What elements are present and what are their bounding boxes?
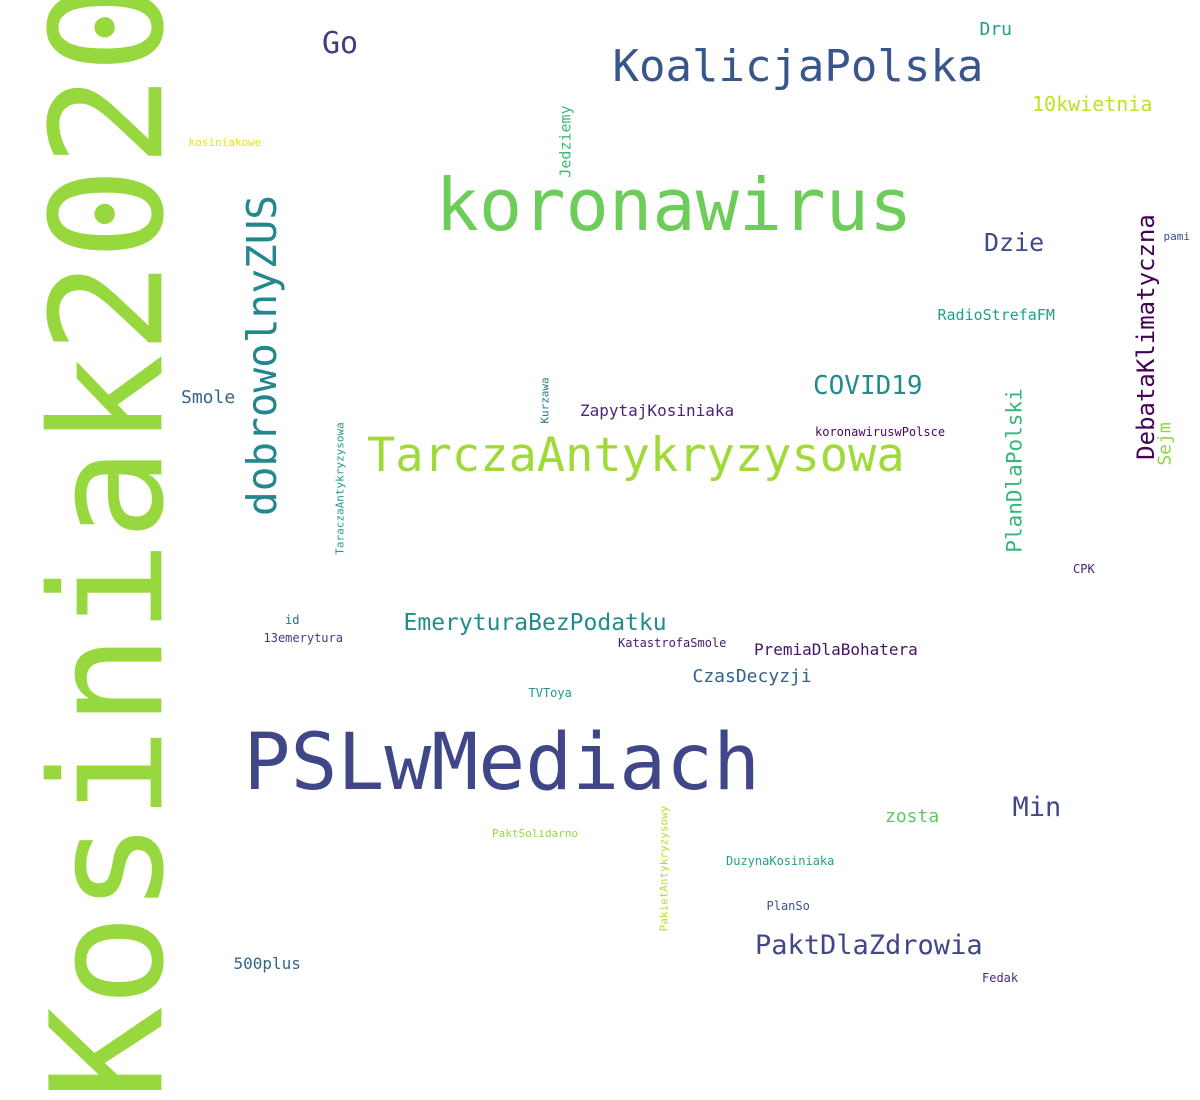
word-taraczaantykryzysowa: TaraczaAntykryzysowa: [333, 421, 347, 555]
word-pami: pami: [1163, 229, 1191, 243]
word-dobrowolnyzus: dobrowolnyZUS: [237, 194, 286, 516]
word-13emerytura: 13emerytura: [263, 631, 343, 645]
word-dzie: Dzie: [984, 227, 1045, 257]
word-duzynakosiniaka: DuzynaKosiniaka: [726, 854, 835, 868]
word-sejm: Sejm: [1154, 422, 1176, 466]
word-koronawirus: koronawirus: [435, 163, 913, 247]
word-covid19: COVID19: [813, 371, 923, 401]
word-cloud: Kosiniak2020 PSLwMediach koronawirus Tarcza…: [17, 0, 1191, 1100]
word-tarczaantykryzysowa: TarczaAntykryzysowa: [367, 427, 905, 483]
word-fedak: Fedak: [982, 971, 1019, 985]
word-go: Go: [322, 26, 359, 61]
word-min: Min: [1012, 791, 1062, 823]
word-pakietantykryzysowy: PakietAntykryzysowy: [657, 805, 671, 931]
word-smole: Smole: [181, 387, 236, 408]
word-500plus: 500plus: [233, 954, 301, 973]
word-dru: Dru: [979, 19, 1013, 40]
word-radiostrefafm: RadioStrefaFM: [937, 305, 1055, 324]
word-kurzawa: Kurzawa: [538, 376, 552, 424]
word-koalicjapolska: KoalicjaPolska: [612, 41, 984, 92]
word-planso: PlanSo: [766, 899, 810, 913]
word-emeryturabezpodatku: EmeryturaBezPodatku: [403, 609, 667, 636]
word-paktdlazdrowia: PaktDlaZdrowia: [755, 929, 983, 961]
word-katastrofasmole: KatastrofaSmole: [618, 636, 727, 650]
word-pslwmediach: PSLwMediach: [243, 718, 761, 808]
word-jedziemy: Jedziemy: [556, 104, 575, 178]
word-zapytajkosiniaka: ZapytajKosiniaka: [580, 401, 735, 420]
word-koronawiruswpolsce: koronawiruswPolsce: [815, 425, 946, 439]
word-tvtoya: TVToya: [528, 686, 572, 700]
word-10kwietnia: 10kwietnia: [1032, 92, 1153, 116]
word-czasdecyzji: CzasDecyzji: [692, 666, 812, 687]
word-paktsolidarno: PaktSolidarno: [492, 826, 579, 840]
word-id: id: [285, 613, 300, 627]
word-kosiniak2020: Kosiniak2020: [17, 0, 199, 1100]
word-kosiniakowe: kosiniakowe: [188, 135, 262, 149]
word-plandlapolski: PlanDlaPolski: [1002, 387, 1027, 553]
word-zosta: zosta: [885, 806, 940, 827]
word-cpk: CPK: [1073, 562, 1095, 576]
word-premiadlabohatera: PremiaDlaBohatera: [754, 640, 918, 659]
